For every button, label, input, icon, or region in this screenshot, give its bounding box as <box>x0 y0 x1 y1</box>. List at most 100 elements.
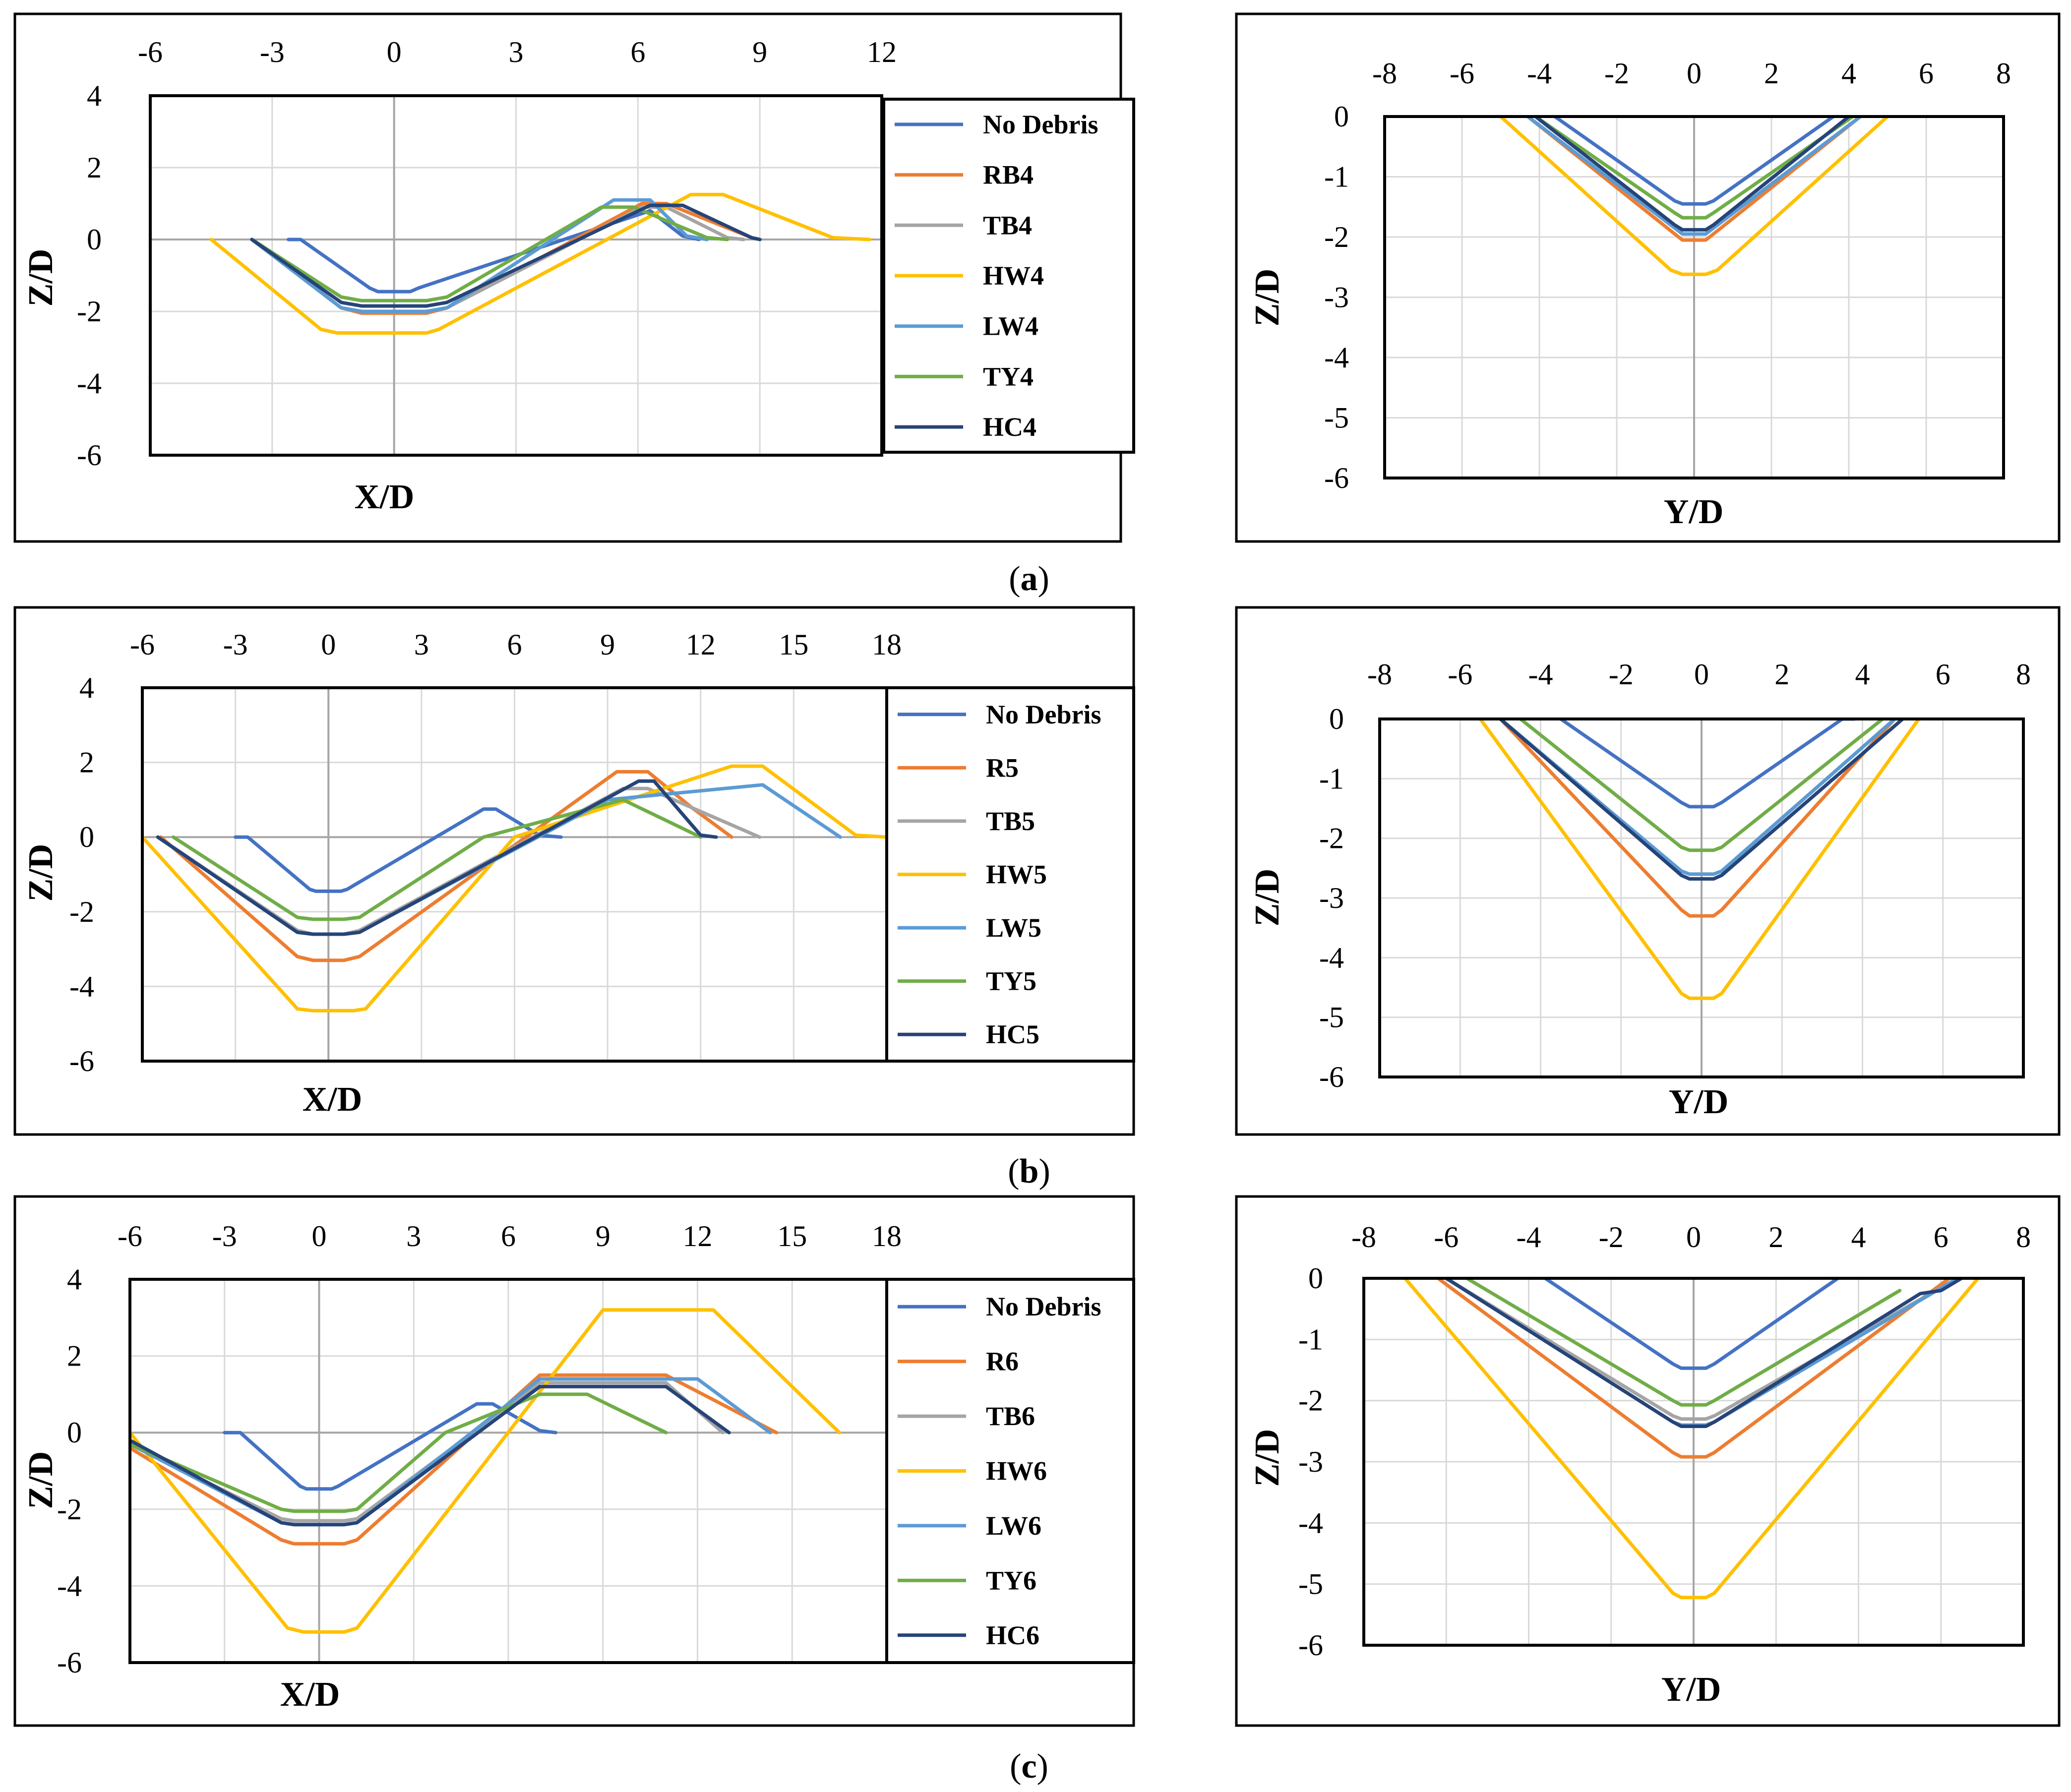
panel-caption: (a) <box>1009 560 1049 598</box>
series-line-hc5 <box>156 779 718 936</box>
x-axis-label: X/D <box>280 1675 340 1714</box>
series-line-r5 <box>159 770 733 962</box>
chart-b-right: -8 -6 -4 -2 0 2 4 6 8 0 -1 -2 -3 -4 -5 -6 Y/D Z/D <box>1235 606 2061 1136</box>
plot-area <box>1362 1277 2025 1647</box>
y-tick-label: -6 <box>1298 1629 1323 1662</box>
series-line-no-debris <box>1553 117 1835 206</box>
plot-area <box>1378 717 2025 1078</box>
plot-area <box>149 94 883 457</box>
legend-label: HC6 <box>986 1620 1039 1650</box>
y-tick-label: -3 <box>1324 281 1349 314</box>
y-tick-label: -5 <box>1324 402 1349 434</box>
y-tick-label: -2 <box>57 1493 82 1526</box>
series-line-rb4 <box>1526 117 1862 242</box>
legend-label: TB5 <box>986 806 1035 836</box>
series-line-hw4 <box>209 192 871 335</box>
y-tick-label: -3 <box>1298 1445 1323 1478</box>
legend-label: LW5 <box>986 913 1041 943</box>
series-line-ty4 <box>1533 117 1855 220</box>
series-line-hc4 <box>1533 117 1851 232</box>
x-tick-label: 12 <box>686 628 716 661</box>
y-axis-label: Z/D <box>1248 1429 1286 1487</box>
chart-frame <box>1235 12 2061 543</box>
x-tick-label: 2 <box>1764 57 1779 90</box>
y-tick-label: -1 <box>1324 161 1349 193</box>
series-line-no-debris <box>1543 1278 1840 1370</box>
x-tick-label: 6 <box>1936 658 1950 691</box>
x-tick-label: 6 <box>501 1220 516 1253</box>
y-axis-label: Z/D <box>1248 269 1286 327</box>
x-tick-label: -6 <box>1448 658 1472 691</box>
series-line-hw6 <box>130 1308 842 1634</box>
series-line-hc4 <box>250 203 762 308</box>
legend-label: RB4 <box>983 160 1034 190</box>
series-line-tb6 <box>1444 1278 1959 1421</box>
gridlines <box>141 687 888 1062</box>
legend-label: No Debris <box>983 110 1098 139</box>
y-tick-label: -6 <box>77 439 102 472</box>
chart-b-left: -6 -3 0 3 6 9 12 15 18 4 2 0 -2 -4 -6 X/D Z/D No Debris R5… <box>13 606 1135 1136</box>
x-tick-label: -2 <box>1599 1221 1624 1254</box>
legend-label: No Debris <box>986 1292 1101 1321</box>
y-tick-label: 4 <box>87 79 102 112</box>
legend-label: TB6 <box>986 1401 1035 1431</box>
y-tick-label: -2 <box>1319 822 1344 855</box>
y-axis-label: Z/D <box>22 249 60 307</box>
y-tick-label: 0 <box>87 223 102 256</box>
chart-frame <box>1235 606 2061 1136</box>
y-tick-label: 4 <box>79 671 94 704</box>
panel-caption: (b) <box>1008 1152 1050 1191</box>
panel-caption-letter: a <box>1021 560 1038 598</box>
y-tick-label: -6 <box>69 1045 94 1077</box>
panel-caption-letter: b <box>1020 1152 1039 1191</box>
series-line-no-debris <box>234 807 563 893</box>
x-tick-label: 15 <box>779 628 808 661</box>
x-tick-label: -4 <box>1528 658 1553 691</box>
series-group <box>130 1308 842 1634</box>
x-tick-label: -6 <box>138 36 163 68</box>
x-tick-label: 6 <box>1919 57 1934 90</box>
y-tick-label: 0 <box>1308 1262 1323 1295</box>
legend-label: TY4 <box>983 361 1034 391</box>
x-tick-label: -6 <box>1434 1221 1459 1254</box>
legend: No Debris R6 TB6 HW6 LW6 TY6 HC6 <box>885 1278 1135 1664</box>
x-tick-label: 18 <box>872 628 902 661</box>
x-tick-label: 6 <box>630 36 645 68</box>
y-tick-label: -4 <box>1324 341 1349 374</box>
x-axis-label: Y/D <box>1669 1083 1729 1121</box>
y-tick-label: 4 <box>67 1263 82 1296</box>
series-group <box>142 764 887 1013</box>
y-tick-label: -1 <box>1298 1323 1323 1356</box>
y-axis-label: Z/D <box>1248 869 1286 927</box>
legend-label: HW5 <box>986 860 1047 890</box>
x-tick-label: 0 <box>387 36 402 68</box>
x-tick-label: 12 <box>867 36 897 68</box>
x-tick-label: -3 <box>223 628 248 661</box>
legend-label: TB4 <box>983 210 1032 240</box>
series-line-lw5 <box>1498 719 1896 876</box>
y-tick-label: -2 <box>69 896 94 928</box>
x-axis-label: Y/D <box>1661 1671 1721 1709</box>
y-axis-label: Z/D <box>22 844 60 902</box>
legend-label: R5 <box>986 753 1019 782</box>
y-tick-label: -4 <box>1298 1506 1323 1539</box>
y-tick-label: 0 <box>79 821 94 853</box>
legend-label: HC5 <box>986 1019 1039 1049</box>
series-line-hc6 <box>1444 1278 1963 1428</box>
x-axis-label: Y/D <box>1664 493 1724 531</box>
x-tick-label: 6 <box>507 628 522 661</box>
series-line-r5 <box>1498 719 1896 918</box>
series-line-no-debris <box>1559 719 1856 809</box>
y-tick-label: 2 <box>87 151 102 184</box>
y-tick-label: -6 <box>1319 1061 1344 1093</box>
y-tick-label: 2 <box>67 1340 82 1373</box>
x-tick-label: 0 <box>1694 658 1709 691</box>
x-tick-label: 8 <box>2016 1221 2031 1254</box>
y-tick-label: -6 <box>57 1646 82 1679</box>
series-line-r6 <box>1436 1278 1951 1459</box>
chart-a-right: -8 -6 -4 -2 0 2 4 6 8 0 -1 -2 -3 -4 -5 -6 Y/D Z/D <box>1235 12 2061 543</box>
x-tick-label: 12 <box>683 1220 713 1253</box>
x-tick-label: 4 <box>1855 658 1870 691</box>
x-tick-label: 9 <box>752 36 767 68</box>
